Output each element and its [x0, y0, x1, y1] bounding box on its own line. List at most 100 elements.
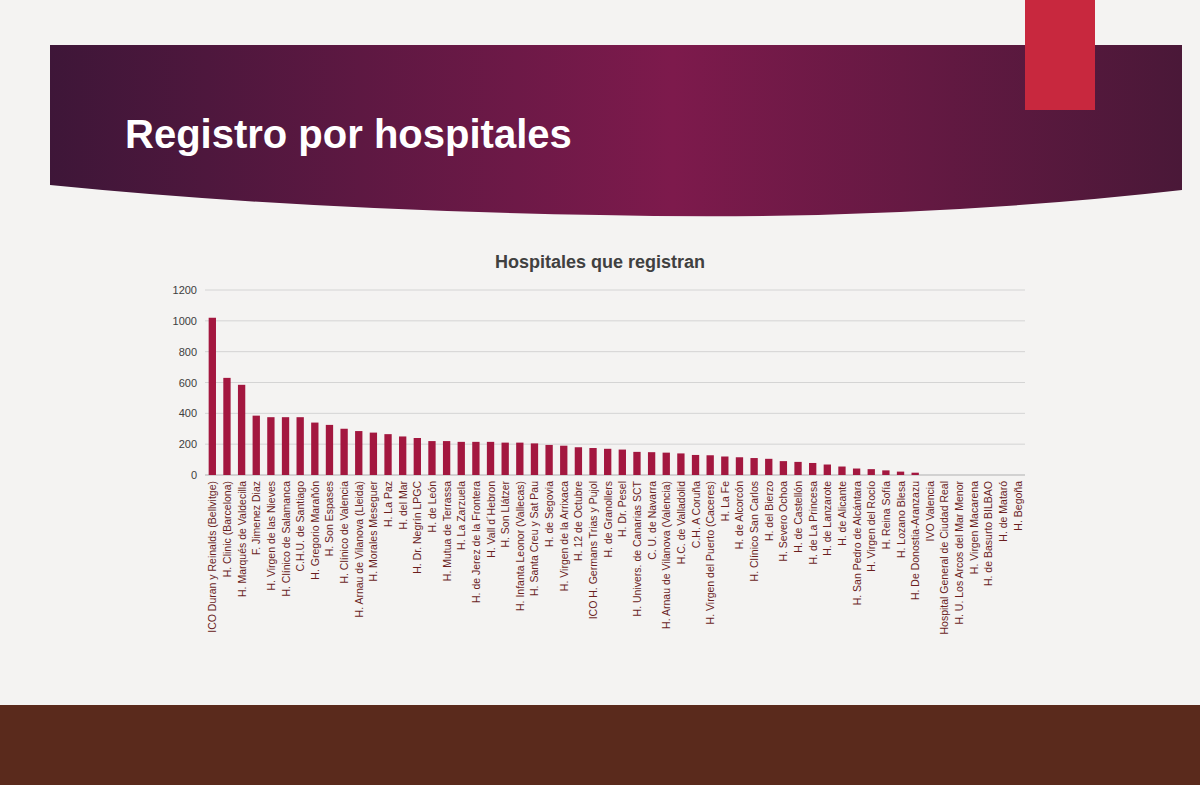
x-tick-label: H. La Paz	[382, 481, 394, 527]
grid-line	[205, 413, 1025, 414]
x-tick-label: H. Virgen de la Arrixaca	[558, 481, 570, 591]
x-tick-label: H. de Alicante	[836, 481, 848, 546]
accent-block	[1025, 0, 1095, 110]
bar	[560, 446, 567, 475]
chart-title: Hospitales que registran	[495, 252, 705, 272]
bar	[502, 443, 509, 475]
title-banner	[50, 45, 1182, 216]
bar	[750, 458, 757, 475]
bar	[853, 469, 860, 475]
x-tick-label: H. U. Los Arcos del Mar Menor	[953, 481, 965, 625]
x-tick-label: C.H. A Coruña	[690, 481, 702, 548]
x-tick-label: H. Arnau de Vilanova (Valencia)	[660, 481, 672, 629]
bottom-band	[0, 705, 1200, 785]
x-tick-label: C. U. de Navarra	[646, 481, 658, 560]
bar	[794, 462, 801, 475]
x-tick-label: H. de Basurto BILBAO	[982, 481, 994, 586]
bar	[897, 472, 904, 475]
x-tick-label: H. Son Llátzer	[499, 481, 511, 548]
bar	[721, 457, 728, 476]
bar	[633, 452, 640, 475]
grid-line	[205, 382, 1025, 383]
x-tick-label: H. de Castellón	[792, 481, 804, 553]
grid-line	[205, 320, 1025, 321]
x-tick-label: H. Clínico de Valencia	[338, 481, 350, 584]
y-tick-label: 200	[179, 438, 197, 450]
x-tick-label: H. de Granollers	[602, 481, 614, 557]
bar	[955, 475, 962, 476]
x-tick-label: H. de Lanzarote	[821, 481, 833, 556]
page: Registro por hospitales Hospitales que re…	[0, 0, 1200, 785]
bar	[545, 445, 552, 475]
x-tick-label: C.H.U. de Santiago	[294, 481, 306, 572]
grid-line	[205, 290, 1025, 291]
x-tick-label: H. Virgen Macarena	[968, 481, 980, 574]
x-tick-label: H. Mutua de Terrassa	[441, 481, 453, 581]
x-tick-label: IVO Valencia	[924, 481, 936, 542]
bar	[458, 442, 465, 475]
bar	[663, 453, 670, 475]
bars	[209, 318, 919, 475]
x-tick-label: H. de Mataró	[997, 481, 1009, 542]
grid-line	[205, 351, 1025, 352]
x-tick-label: H. Arnau de Vilanova (Lleida)	[353, 481, 365, 617]
x-tick-label: H. de Jerez de la Frontera	[470, 481, 482, 603]
bar	[868, 469, 875, 475]
bar	[238, 385, 245, 475]
x-tick-label: H. de Alcorcón	[733, 481, 745, 549]
bar	[707, 455, 714, 475]
bar	[428, 441, 435, 475]
y-tick-label: 400	[179, 407, 197, 419]
x-tick-label: H. Morales Meseguer	[367, 481, 379, 582]
x-tick-label: H. Reina Sofía	[880, 481, 892, 549]
bar	[223, 378, 230, 475]
bar	[619, 450, 626, 475]
x-tick-label: H. Lozano Blesa	[895, 481, 907, 558]
bar	[487, 442, 494, 475]
x-tick-label: H. Univers. de Canarias SCT	[631, 480, 643, 616]
x-tick-label: H. Clínico San Carlos	[748, 481, 760, 581]
bar	[912, 473, 919, 475]
x-tick-label: H. Severo Ochoa	[777, 481, 789, 562]
bar	[589, 448, 596, 475]
bar	[970, 475, 977, 476]
x-tick-label: H. Virgen de las Nieves	[265, 481, 277, 591]
x-tick-label: H. Clínico de Salamanca	[280, 481, 292, 597]
y-tick-label: 0	[191, 469, 197, 481]
bar	[531, 443, 538, 475]
y-tick-label: 600	[179, 377, 197, 389]
x-tick-label: H. Marqués de Valdecilla	[236, 481, 248, 597]
bar	[736, 457, 743, 475]
x-tick-label: H. Gregorio Marañón	[309, 481, 321, 580]
x-tick-label: H. San Pedro de Alcántara	[851, 481, 863, 605]
bar	[999, 475, 1006, 476]
bar	[443, 441, 450, 475]
bar	[575, 447, 582, 475]
x-tick-label: H. Santa Creu y Sat Pau	[528, 481, 540, 596]
slide-title: Registro por hospitales	[125, 112, 572, 156]
x-tick-label: F. Jimenez Diaz	[250, 481, 262, 555]
x-tick-label: H. Virgen del Rocío	[865, 481, 877, 572]
bar	[355, 431, 362, 475]
bar	[985, 475, 992, 476]
bar	[824, 465, 831, 475]
x-tick-label: H. Begoña	[1012, 481, 1024, 531]
bar	[209, 318, 216, 475]
x-tick-label: H. De Donostia-Aranzazu	[909, 481, 921, 600]
x-tick-label: ICO Duran y Reinalds (Bellvitge)	[206, 481, 218, 633]
bar	[838, 467, 845, 475]
slide-background	[0, 0, 1200, 705]
x-tick-label: H. 12 de Octubre	[572, 481, 584, 561]
bar	[414, 438, 421, 475]
bar	[311, 423, 318, 475]
bar	[267, 417, 274, 475]
bar	[941, 475, 948, 476]
x-tick-label: H. La Fe	[719, 481, 731, 521]
bar	[780, 461, 787, 475]
x-tick-label: H. de La Princesa	[807, 481, 819, 565]
x-tick-label: Hospital General de Ciudad Real	[938, 481, 950, 635]
x-tick-label: ICO H. Germans Trias y Pujol	[587, 481, 599, 619]
bar	[297, 417, 304, 475]
bar	[604, 449, 611, 475]
x-tick-label: H. Virgen del Puerto (Caceres)	[704, 481, 716, 624]
